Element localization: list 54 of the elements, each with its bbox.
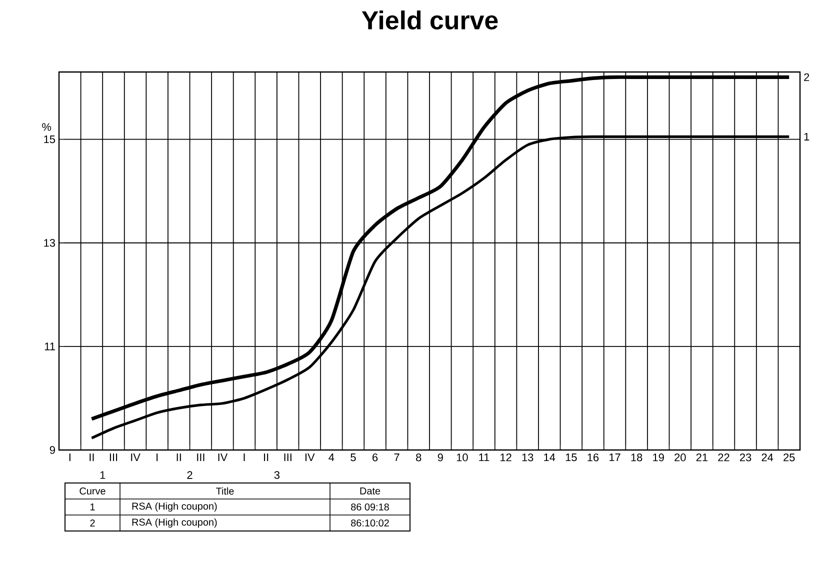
y-tick-label: 13 xyxy=(44,239,55,247)
x-tick-label: 7 xyxy=(394,454,400,462)
x-tick-label: II xyxy=(176,454,181,462)
text: Title xyxy=(216,487,234,495)
x-tick-label: 25 xyxy=(784,454,795,462)
x-tick-label: II xyxy=(264,454,268,462)
x-tick-label: 17 xyxy=(609,454,620,462)
chart-title: Yield curve xyxy=(362,10,498,30)
x-tick-label: 14 xyxy=(544,454,556,462)
x-tick-label: 19 xyxy=(653,454,664,462)
x-tick-label: 5 xyxy=(350,454,356,462)
x-tick-label: IV xyxy=(305,454,315,462)
x-tick-label: IV xyxy=(218,454,228,462)
x-tick-label: 6 xyxy=(372,454,378,462)
x-tick-label: I xyxy=(156,454,158,462)
text: 2 xyxy=(90,520,95,526)
text: RSA (High coupon) xyxy=(132,502,217,512)
text: 1 xyxy=(100,471,106,479)
x-tick-label: 16 xyxy=(588,454,599,462)
x-tick-label: 22 xyxy=(718,454,730,462)
text: 86 09:18 xyxy=(351,503,389,511)
text: Curve xyxy=(80,487,106,495)
x-tick-label: IV xyxy=(131,454,140,462)
y-tick-label: 11 xyxy=(44,342,55,350)
x-tick-label: 10 xyxy=(456,454,468,462)
x-tick-label: 4 xyxy=(328,454,334,462)
x-tick-label: 23 xyxy=(740,454,752,462)
text: 3 xyxy=(274,471,280,479)
x-tick-label: 18 xyxy=(631,454,642,462)
x-tick-label: II xyxy=(90,454,94,462)
x-tick-label: 15 xyxy=(566,454,577,462)
text: 2 xyxy=(187,471,192,479)
series-label: 1 xyxy=(804,132,810,140)
x-tick-label: 12 xyxy=(500,454,512,462)
y-tick-label: 15 xyxy=(44,136,56,144)
x-tick-label: III xyxy=(197,454,204,462)
text: 86:10:02 xyxy=(351,519,389,527)
x-tick-label: 20 xyxy=(674,454,686,462)
y-tick-label: 9 xyxy=(50,446,55,454)
y-axis-title: % xyxy=(42,123,52,131)
text: 1 xyxy=(90,504,95,510)
x-tick-label: III xyxy=(110,454,118,462)
x-tick-label: 11 xyxy=(479,454,490,462)
x-tick-label: I xyxy=(244,454,245,462)
x-tick-label: 9 xyxy=(438,454,443,462)
x-tick-label: I xyxy=(69,454,70,462)
x-tick-label: 21 xyxy=(696,454,708,462)
x-tick-label: 13 xyxy=(522,454,534,462)
text: Date xyxy=(360,488,380,494)
x-tick-label: 24 xyxy=(762,454,774,462)
series-label: 2 xyxy=(804,73,810,82)
x-tick-label: 8 xyxy=(416,454,422,462)
x-tick-label: III xyxy=(284,454,292,462)
text: RSA (High coupon) xyxy=(132,518,217,528)
